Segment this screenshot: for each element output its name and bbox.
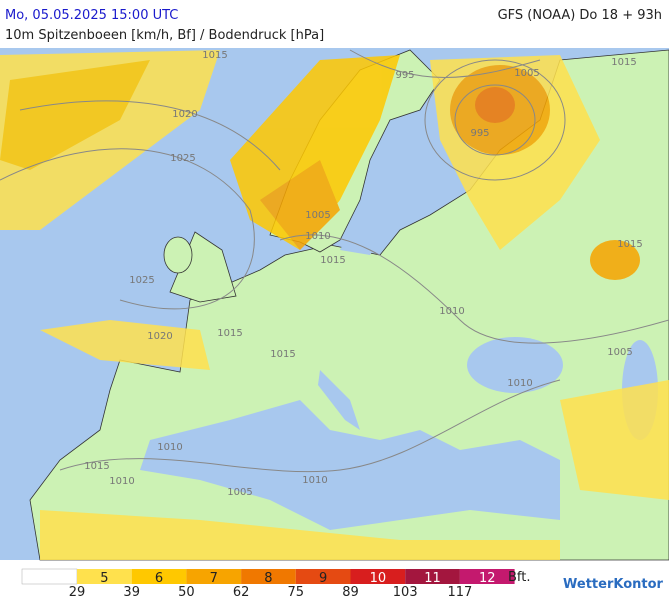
ireland [163, 236, 193, 274]
legend-kmh: 75 [288, 585, 305, 600]
isobar-label: 1020 [172, 109, 197, 120]
isobar-label: 1005 [227, 487, 252, 498]
isobar-label: 995 [395, 70, 414, 81]
isobar-label: 1015 [202, 50, 227, 61]
subtitle: 10m Spitzenboeen [km/h, Bf] / Bodendruck… [5, 28, 324, 43]
isobar-label: 1015 [84, 461, 109, 472]
legend-swatch [77, 569, 132, 584]
isobar-label: 1010 [305, 231, 330, 242]
britain [169, 231, 237, 303]
legend-swatch [350, 569, 406, 584]
model-run: GFS (NOAA) Do 18 + 93h [498, 8, 662, 23]
legend-bft: 7 [210, 571, 218, 586]
legend-swatch [131, 569, 187, 584]
legend-bft: 8 [264, 571, 272, 586]
legend-kmh: 39 [123, 585, 140, 600]
isobar-label: 1010 [157, 442, 182, 453]
isobar-label: 1005 [607, 347, 632, 358]
isobar-label: 1010 [302, 475, 327, 486]
baltic [340, 170, 395, 255]
isobar-label: 1005 [514, 68, 539, 79]
isobar-label: 1005 [305, 210, 330, 221]
adriatic [318, 370, 360, 430]
legend-bft: 9 [319, 571, 327, 586]
legend-swatch [459, 569, 515, 584]
legend-kmh: 89 [342, 585, 359, 600]
isobar-label: 1010 [439, 306, 464, 317]
legend-swatch [241, 569, 296, 584]
isobar-label: 1025 [129, 275, 154, 286]
mediterranean [140, 400, 560, 530]
isobar-label: 1015 [270, 349, 295, 360]
isobar-label: 1015 [217, 328, 242, 339]
isobar-label: 1020 [147, 331, 172, 342]
legend-kmh: 62 [233, 585, 250, 600]
legend-swatch [295, 569, 351, 584]
isobar-label: 1015 [320, 255, 345, 266]
legend-kmh: 117 [447, 585, 472, 600]
legend-swatch [186, 569, 242, 584]
legend-kmh: 29 [69, 585, 86, 600]
isobar-label: 1010 [507, 378, 532, 389]
isobar-label: 1025 [170, 153, 195, 164]
legend-bft: 12 [479, 571, 496, 586]
isobar-label: 1015 [617, 239, 642, 250]
legend-kmh: 103 [393, 585, 418, 600]
legend-unit: Bft. [508, 570, 531, 585]
isobar-label: 1015 [611, 57, 636, 68]
black-sea [467, 337, 563, 393]
legend-swatch [405, 569, 460, 584]
legend-calm [21, 568, 78, 585]
legend-bft: 11 [424, 571, 441, 586]
datetime: Mo, 05.05.2025 15:00 UTC [5, 8, 178, 23]
isobars [0, 49, 669, 473]
isobar-label: 1010 [109, 476, 134, 487]
legend-bft: 5 [100, 571, 108, 586]
legend-bft: 10 [370, 571, 387, 586]
legend-kmh: 50 [178, 585, 195, 600]
isobar-label: 995 [470, 128, 489, 139]
gust-areas [0, 50, 669, 560]
legend-bft: 6 [155, 571, 163, 586]
logo: WetterKontor [563, 577, 664, 592]
